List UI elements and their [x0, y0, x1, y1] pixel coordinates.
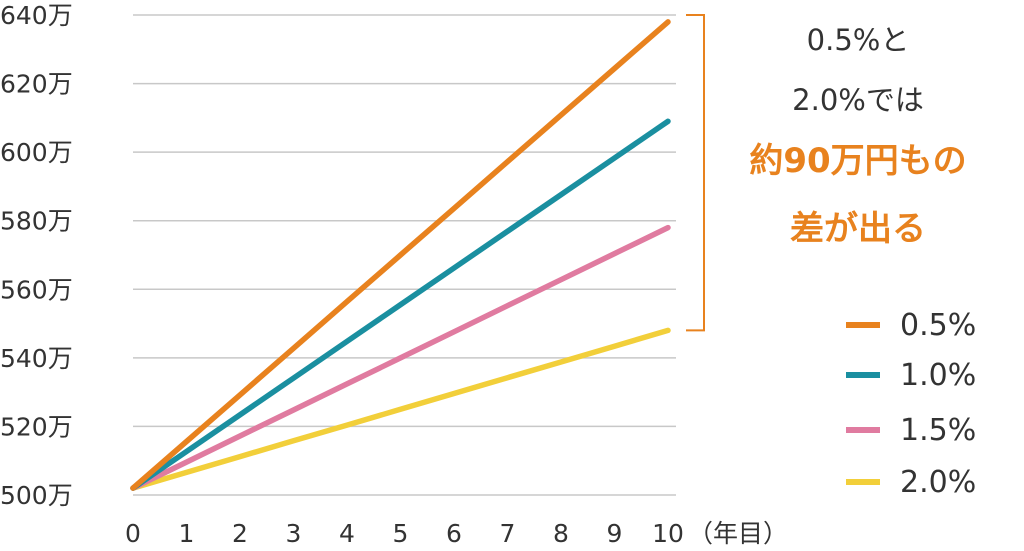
y-tick-label: 560万: [0, 275, 73, 304]
annotation-line: 2.0%では: [792, 83, 924, 117]
legend: 0.5% 1.0% 1.5% 2.0%: [846, 308, 976, 500]
x-tick-label: 6: [446, 519, 462, 548]
x-tick-label: 5: [393, 519, 409, 548]
legend-label: 1.0%: [900, 358, 976, 393]
x-tick-label: 2: [232, 519, 248, 548]
y-tick-label: 640万: [0, 1, 73, 30]
y-tick-label: 500万: [0, 481, 73, 510]
annotation-line: 差が出る: [790, 209, 926, 249]
series-line: [130, 224, 671, 491]
y-tick-label: 620万: [0, 70, 73, 99]
series-line: [130, 19, 671, 491]
x-tick-label: 3: [286, 519, 302, 548]
y-tick-label: 540万: [0, 344, 73, 373]
x-tick-label: 1: [179, 519, 195, 548]
x-tick-label: 10: [652, 519, 684, 548]
legend-label: 1.5%: [900, 413, 976, 448]
y-axis-ticks: 500万 520万 540万 560万 580万 600万 620万 640万: [0, 1, 73, 510]
y-tick-label: 520万: [0, 412, 73, 441]
annotation-line: 0.5%と: [807, 23, 910, 57]
x-tick-label: 4: [339, 519, 355, 548]
series-line: [130, 118, 671, 491]
y-tick-label: 580万: [0, 207, 73, 236]
difference-bracket: [686, 14, 705, 332]
x-tick-label: 0: [125, 519, 141, 548]
x-tick-label: 7: [500, 519, 516, 548]
x-axis-label: （年目）: [688, 519, 788, 548]
x-tick-label: 8: [553, 519, 569, 548]
legend-label: 0.5%: [900, 308, 976, 343]
x-tick-label: 9: [607, 519, 623, 548]
annotation-line: 約90万円もの: [749, 141, 966, 181]
series-lines: [130, 19, 671, 491]
bracket-mark: [686, 14, 705, 332]
y-tick-label: 600万: [0, 138, 73, 167]
series-line: [130, 327, 671, 491]
x-axis-ticks: 0 1 2 3 4 5 6 7 8 9 10: [125, 519, 684, 548]
legend-label: 2.0%: [900, 465, 976, 500]
